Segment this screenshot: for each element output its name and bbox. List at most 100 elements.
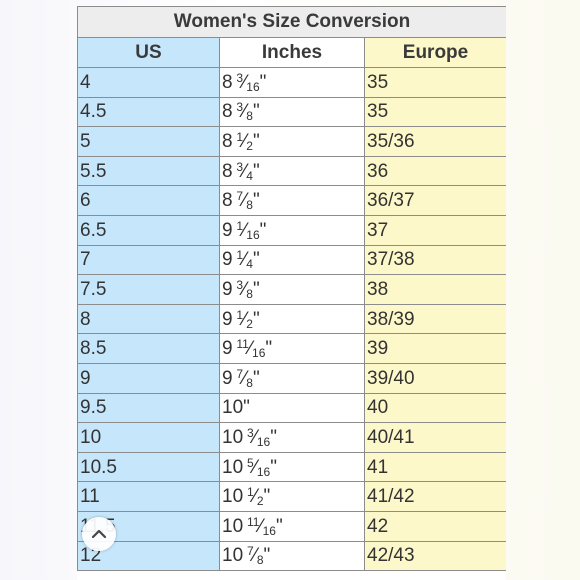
chevron-up-icon (91, 529, 107, 539)
table-row: 11.510 11⁄16"42 (77, 510, 506, 542)
inches-denominator: 16 (246, 227, 260, 242)
inches-numerator: 11 (236, 337, 249, 352)
inches-denominator: 16 (262, 523, 276, 538)
inches-numerator: 1 (236, 218, 244, 233)
inches-numerator: 7 (246, 544, 254, 559)
scroll-up-button[interactable] (82, 517, 116, 551)
inches-numerator: 5 (246, 455, 254, 470)
inches-whole: 9 (222, 338, 233, 360)
cell-us-size: 7.5 (77, 274, 220, 305)
table-row: 8.5 9 11⁄16" 39 (77, 333, 506, 364)
inches-denominator: 2 (246, 316, 253, 331)
table-row: 9.5 10" 40 (77, 392, 506, 424)
cell-inches: 9 1⁄4" (219, 244, 365, 276)
cell-inches: 8 3⁄8" (219, 96, 365, 128)
table-title: Women's Size Conversion (77, 6, 506, 38)
table-row: 12 10 7⁄8" 42/43 (77, 540, 506, 572)
cell-europe-size: 38/39 (363, 303, 506, 335)
inches-whole: 9 (222, 219, 233, 241)
cell-us-size: 11 (77, 481, 220, 512)
cell-europe-size: 39 (363, 333, 506, 364)
cell-europe-size: 37 (363, 214, 506, 246)
inches-denominator: 16 (256, 464, 271, 479)
column-header-us: US (77, 37, 220, 68)
inches-denominator: 2 (246, 138, 253, 153)
inches-numerator: 1 (246, 485, 254, 500)
cell-us-size: 4.5 (77, 96, 220, 128)
inches-numerator: 7 (236, 189, 244, 204)
cell-europe-size: 41/42 (363, 481, 506, 512)
cell-europe-size: 39/40 (363, 362, 506, 394)
cell-europe-size: 36 (363, 155, 506, 187)
inches-numerator: 11 (246, 514, 260, 529)
cell-inches: 10 1⁄2" (219, 481, 365, 512)
cell-inches: 9 11⁄16" (219, 333, 365, 364)
table-row: 6.5 9 1⁄16" 37 (77, 214, 506, 246)
cell-us-size: 4 (77, 67, 220, 98)
size-conversion-card: Women's Size Conversion US Inches Europe… (77, 6, 506, 580)
cell-us-size: 9 (77, 362, 220, 394)
inches-whole: 10 (222, 515, 244, 537)
inches-denominator: 8 (246, 198, 253, 213)
cell-inches: 10 3⁄16" (219, 422, 365, 453)
cell-europe-size: 35 (363, 67, 506, 98)
cell-europe-size: 42 (363, 510, 506, 542)
inches-whole: 10 (222, 456, 244, 478)
cell-europe-size: 40/41 (363, 422, 506, 453)
size-conversion-table: Women's Size Conversion US Inches Europe… (77, 6, 506, 572)
inches-numerator: 7 (236, 366, 244, 381)
cell-europe-size: 40 (363, 392, 506, 424)
table-title-row: Women's Size Conversion (77, 6, 506, 38)
inches-denominator: 2 (256, 494, 264, 509)
inches-numerator: 1 (236, 129, 244, 144)
inches-numerator: 3 (236, 159, 244, 174)
cell-us-size: 10.5 (77, 451, 220, 483)
inches-denominator: 8 (246, 109, 253, 124)
inches-whole: 8 (222, 71, 233, 93)
inches-numerator: 3 (246, 425, 254, 440)
cell-inches: 10" (219, 392, 365, 424)
cell-europe-size: 38 (363, 274, 506, 305)
inches-whole: 10 (222, 486, 244, 508)
cell-inches: 10 11⁄16" (219, 510, 365, 542)
table-row: 5.5 8 3⁄4" 36 (77, 155, 506, 187)
cell-inches: 9 1⁄16" (219, 214, 365, 246)
inches-denominator: 8 (246, 375, 253, 390)
cell-inches: 8 3⁄4" (219, 155, 365, 187)
inches-whole: 9 (222, 308, 233, 330)
inches-whole: 9 (222, 367, 233, 389)
cell-inches: 10 7⁄8" (219, 540, 365, 572)
inches-denominator: 8 (246, 286, 253, 301)
cell-us-size: 10 (77, 422, 220, 453)
cell-europe-size: 35/36 (363, 126, 506, 157)
cell-us-size: 8.5 (77, 333, 220, 364)
cell-europe-size: 37/38 (363, 244, 506, 276)
cell-inches: 9 1⁄2" (219, 303, 365, 335)
inches-denominator: 4 (246, 257, 253, 272)
cell-inches: 9 3⁄8" (219, 274, 365, 305)
inches-denominator: 16 (252, 346, 266, 361)
cell-inches: 8 3⁄16" (219, 67, 365, 98)
inches-numerator: 3 (236, 277, 244, 292)
inches-whole: 9 (222, 249, 233, 271)
inches-denominator: 4 (246, 168, 253, 183)
cell-us-size: 6.5 (77, 214, 220, 246)
inches-numerator: 1 (236, 248, 244, 263)
cell-us-size: 5.5 (77, 155, 220, 187)
inches-whole: 10 (222, 426, 244, 448)
column-header-inches: Inches (219, 37, 365, 68)
cell-europe-size: 42/43 (363, 540, 506, 572)
inches-whole: 9 (222, 278, 233, 300)
cell-inches: 10 5⁄16" (219, 451, 365, 483)
cell-us-size: 5 (77, 126, 220, 157)
inches-numerator: 3 (236, 70, 244, 85)
inches-denominator: 16 (256, 434, 271, 449)
table-row: 7.5 9 3⁄8" 38 (77, 274, 506, 305)
cell-us-size: 6 (77, 185, 220, 216)
